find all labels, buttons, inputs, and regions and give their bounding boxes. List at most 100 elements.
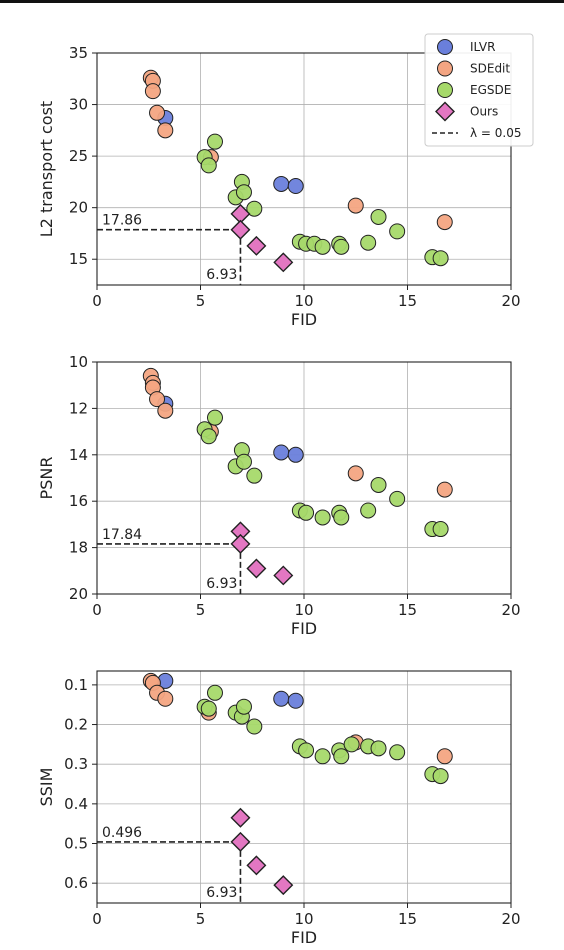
x-tick-label: 15: [398, 601, 417, 619]
x-tick-label: 15: [398, 292, 417, 310]
data-point-egsde: [389, 223, 406, 240]
data-point-sdedit: [436, 748, 453, 765]
y-tick-label: 18: [69, 539, 88, 557]
data-point-ilvr: [287, 178, 304, 195]
data-point-egsde: [246, 200, 263, 217]
x-tick-label: 15: [398, 910, 417, 928]
chart-panel-3: 0 5 10 15 20 0.1 0.2 0.3 0.4 0.5 0.6 FID SSIM 0.496 6.…: [37, 670, 521, 947]
series-egsde: [196, 684, 449, 785]
data-point-ours: [230, 533, 251, 554]
y-axis-label: SSIM: [37, 768, 56, 807]
series-ilvr: [157, 109, 304, 195]
data-point-ilvr: [273, 690, 290, 707]
series-ilvr: [157, 395, 304, 463]
data-point-egsde: [389, 744, 406, 761]
data-point-sdedit: [157, 690, 174, 707]
series-egsde: [196, 409, 449, 538]
data-point-ours: [273, 875, 294, 896]
legend-label: ILVR: [470, 40, 495, 54]
x-tick-label: 20: [501, 292, 520, 310]
legend-box: [424, 33, 534, 147]
data-point-egsde: [206, 133, 223, 150]
data-point-egsde: [314, 509, 331, 526]
data-point-egsde: [200, 428, 217, 445]
y-tick-label: 12: [69, 399, 88, 417]
data-point-sdedit: [347, 197, 364, 214]
axes-frame: [96, 670, 512, 904]
x-tick-label: 5: [196, 601, 206, 619]
data-point-egsde: [333, 748, 350, 765]
data-point-egsde: [246, 718, 263, 735]
y-axis-label: L2 transport cost: [37, 101, 56, 237]
series-ours: [230, 807, 294, 896]
axes-frame: [96, 52, 512, 286]
series-egsde: [196, 133, 449, 267]
legend-marker: [437, 60, 453, 77]
axes-frame: [96, 361, 512, 595]
data-point-egsde: [200, 700, 217, 717]
reference-y-label: 0.496: [102, 825, 142, 841]
y-tick-label: 0.6: [64, 874, 88, 892]
data-point-egsde: [200, 157, 217, 174]
data-point-ilvr: [287, 692, 304, 709]
data-point-sdedit: [436, 214, 453, 231]
x-axis-label: FID: [291, 310, 317, 329]
data-point-egsde: [298, 742, 315, 759]
series-sdedit: [142, 367, 453, 498]
data-point-egsde: [206, 409, 223, 426]
data-point-ours: [246, 558, 267, 579]
data-point-ours: [230, 807, 251, 828]
data-point-sdedit: [149, 391, 166, 408]
data-point-egsde: [235, 184, 252, 201]
data-point-ilvr: [287, 446, 304, 463]
y-tick-label: 25: [69, 147, 88, 165]
data-point-ours: [246, 235, 267, 256]
data-point-sdedit: [144, 83, 161, 100]
reference-x-label: 6.93: [206, 885, 237, 901]
data-point-egsde: [333, 238, 350, 255]
data-point-egsde: [314, 748, 331, 765]
data-point-egsde: [343, 736, 360, 753]
data-point-egsde: [360, 502, 377, 519]
data-point-sdedit: [157, 402, 174, 419]
data-point-egsde: [235, 698, 252, 715]
y-tick-label: 35: [69, 44, 88, 62]
top-border: [0, 0, 564, 3]
series-sdedit: [142, 69, 453, 231]
data-point-ours: [246, 855, 267, 876]
x-axis-label: FID: [291, 619, 317, 638]
y-tick-label: 0.5: [64, 835, 88, 853]
y-tick-label: 20: [69, 585, 88, 603]
legend-label: λ = 0.05: [470, 126, 522, 140]
y-axis-label: PSNR: [37, 457, 56, 500]
reference-x-label: 6.93: [206, 576, 237, 592]
x-tick-label: 20: [501, 910, 520, 928]
data-point-egsde: [235, 453, 252, 470]
data-point-egsde: [206, 684, 223, 701]
data-point-sdedit: [347, 465, 364, 482]
legend-label: Ours: [470, 105, 498, 119]
y-tick-label: 30: [69, 96, 88, 114]
data-point-sdedit: [157, 122, 174, 139]
data-point-egsde: [314, 238, 331, 255]
data-point-egsde: [246, 467, 263, 484]
y-tick-label: 10: [69, 353, 88, 371]
data-point-egsde: [360, 234, 377, 251]
data-point-egsde: [370, 740, 387, 757]
y-tick-label: 0.3: [64, 755, 88, 773]
legend-marker: [437, 82, 453, 98]
y-tick-label: 20: [69, 199, 88, 217]
data-point-sdedit: [436, 481, 453, 498]
x-tick-label: 0: [92, 601, 102, 619]
x-tick-label: 10: [294, 292, 313, 310]
y-tick-label: 14: [69, 446, 88, 464]
data-point-egsde: [432, 521, 449, 538]
data-point-ours: [273, 252, 294, 273]
data-point-ours: [230, 831, 251, 852]
legend-marker: [435, 101, 455, 122]
reference-x-label: 6.93: [206, 267, 237, 283]
legend-label: EGSDE: [470, 83, 511, 97]
data-point-egsde: [370, 208, 387, 225]
x-tick-label: 10: [294, 910, 313, 928]
x-tick-label: 5: [196, 910, 206, 928]
